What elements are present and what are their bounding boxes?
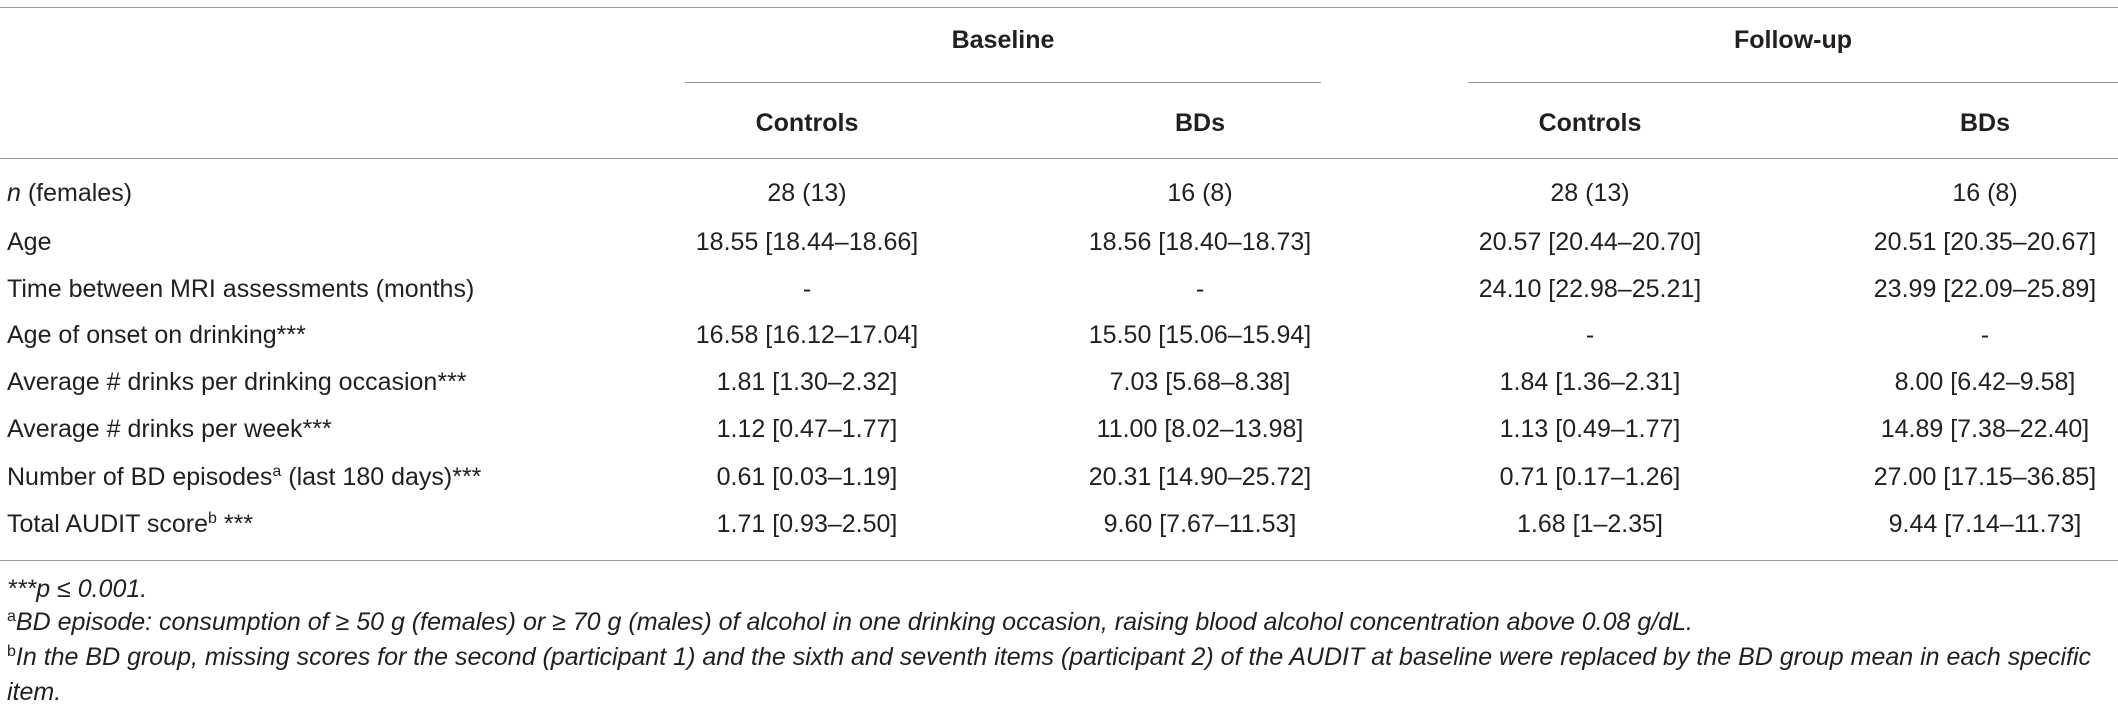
table-cell: 1.68 [1–2.35] — [1517, 510, 1663, 538]
note-part: *** — [7, 575, 37, 603]
row-label: Total AUDIT scoreb *** — [7, 509, 253, 539]
table-cell: 1.84 [1.36–2.31] — [1499, 368, 1681, 396]
label-part: *** — [216, 510, 254, 538]
column-header: Controls — [1538, 109, 1642, 137]
table-cell: 20.31 [14.90–25.72] — [1088, 463, 1312, 491]
table-cell: - — [1585, 321, 1595, 349]
note-part: p ≤ 0.001. — [36, 575, 148, 603]
table-cell: 15.50 [15.06–15.94] — [1088, 321, 1312, 349]
table-cell: 8.00 [6.42–9.58] — [1894, 368, 2076, 396]
note-part: BD episode: consumption of ≥ 50 g (femal… — [15, 608, 1693, 636]
row-label: Number of BD episodesa (last 180 days)**… — [7, 462, 481, 492]
footnote-mark: a — [7, 608, 16, 625]
table-cell: 27.00 [17.15–36.85] — [1873, 463, 2097, 491]
table-cell: 24.10 [22.98–25.21] — [1478, 275, 1702, 303]
label-part: n — [7, 179, 21, 207]
label-part: Number of BD episodes — [7, 463, 273, 491]
table-cell: 9.44 [7.14–11.73] — [1888, 510, 2082, 538]
label-part: Total AUDIT score — [7, 510, 209, 538]
table-cell: 16.58 [16.12–17.04] — [695, 321, 919, 349]
footnote-mark: b — [208, 510, 217, 527]
column-header: BDs — [1959, 109, 2011, 137]
footnote: bIn the BD group, missing scores for the… — [7, 640, 2107, 710]
table-cell: 0.61 [0.03–1.19] — [716, 463, 898, 491]
bottom-rule — [0, 560, 2118, 561]
note-part: In the BD group, missing scores for the … — [7, 643, 2092, 706]
label-part: (females) — [20, 179, 133, 207]
row-label: Time between MRI assessments (months) — [7, 275, 475, 303]
group-header: Follow-up — [1733, 26, 1853, 54]
table-cell: 1.71 [0.93–2.50] — [716, 510, 898, 538]
group-rule — [1468, 82, 2118, 83]
group-rule — [685, 82, 1321, 83]
table-cell: 7.03 [5.68–8.38] — [1109, 368, 1291, 396]
row-label: Age — [7, 228, 52, 256]
footnote: aBD episode: consumption of ≥ 50 g (fema… — [7, 605, 2107, 640]
table-cell: 23.99 [22.09–25.89] — [1873, 275, 2097, 303]
table-cell: 20.57 [20.44–20.70] — [1478, 228, 1702, 256]
header-rule — [0, 158, 2118, 159]
table-cell: 18.56 [18.40–18.73] — [1088, 228, 1312, 256]
column-header: Controls — [755, 109, 859, 137]
table-cell: 11.00 [8.02–13.98] — [1096, 415, 1304, 443]
row-label: Average # drinks per week*** — [7, 415, 332, 443]
table-cell: 1.12 [0.47–1.77] — [716, 415, 898, 443]
top-rule — [0, 7, 2118, 8]
table-cell: 28 (13) — [1550, 179, 1630, 207]
table-cell: 16 (8) — [1167, 179, 1233, 207]
table-cell: 1.13 [0.49–1.77] — [1499, 415, 1681, 443]
row-label: Age of onset on drinking*** — [7, 321, 306, 349]
row-label: n (females) — [7, 178, 132, 208]
group-header: Baseline — [951, 26, 1055, 54]
footnote-mark: b — [7, 643, 16, 660]
footnote: ***p ≤ 0.001. — [7, 572, 2107, 607]
table-cell: 20.51 [20.35–20.67] — [1873, 228, 2097, 256]
table-cell: 14.89 [7.38–22.40] — [1880, 415, 2090, 443]
table-cell: 9.60 [7.67–11.53] — [1103, 510, 1297, 538]
table-cell: 0.71 [0.17–1.26] — [1499, 463, 1681, 491]
table-cell: 16 (8) — [1952, 179, 2018, 207]
table-cell: - — [1980, 321, 1990, 349]
column-header: BDs — [1174, 109, 1226, 137]
label-part: (last 180 days)*** — [281, 463, 482, 491]
table-cell: 28 (13) — [767, 179, 847, 207]
table-cell: 18.55 [18.44–18.66] — [695, 228, 919, 256]
table-cell: - — [1195, 275, 1205, 303]
table-cell: - — [802, 275, 812, 303]
row-label: Average # drinks per drinking occasion**… — [7, 368, 467, 396]
footnote-mark: a — [272, 463, 282, 480]
table-cell: 1.81 [1.30–2.32] — [716, 368, 898, 396]
